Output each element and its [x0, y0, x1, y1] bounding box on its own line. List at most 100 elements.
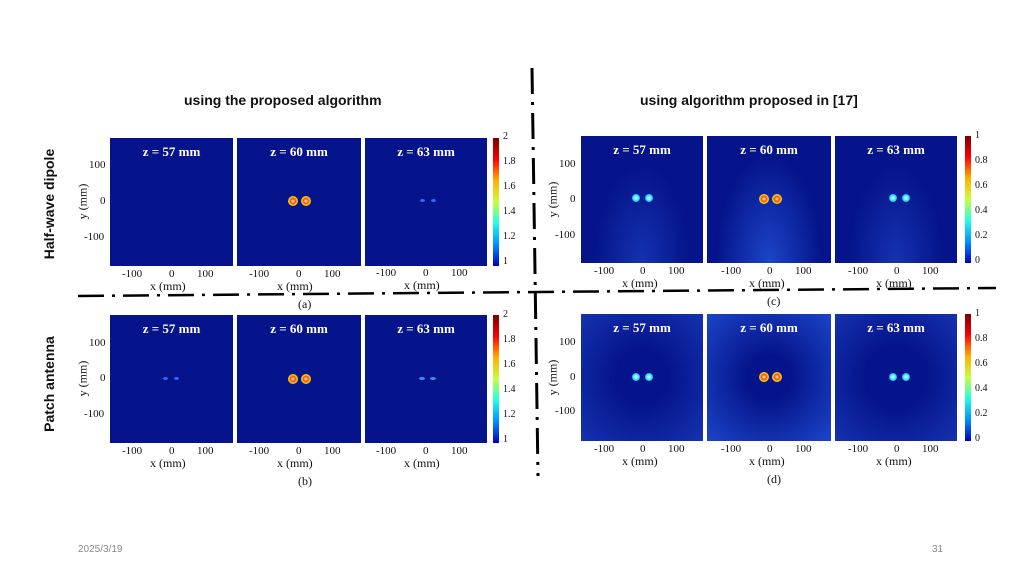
footer-date: 2025/3/19: [78, 544, 123, 555]
field-spot: [759, 372, 769, 382]
figure-caption: (d): [767, 472, 781, 486]
field-spot: [772, 194, 782, 204]
y-tick: 100: [89, 337, 106, 349]
x-tick: 0: [169, 445, 175, 457]
x-axis-label: x (mm): [277, 279, 313, 293]
colorbar-tick: 0.4: [975, 205, 988, 216]
field-spot: [902, 373, 910, 381]
colorbar-tick: 2: [503, 309, 508, 320]
field-spot: [288, 374, 298, 384]
field-spot: [889, 194, 897, 202]
panel-title: z = 57 mm: [613, 320, 671, 335]
x-tick: 100: [451, 267, 468, 279]
field-spot: [301, 196, 311, 206]
panel-title: z = 57 mm: [613, 142, 671, 157]
panel-title: z = 63 mm: [397, 321, 455, 336]
field-spot: [301, 374, 311, 384]
field-spot: [419, 377, 425, 380]
field-spot: [163, 377, 168, 380]
x-axis-label: x (mm): [749, 276, 785, 290]
colorbar-tick: 1.8: [503, 156, 516, 167]
y-tick: -100: [84, 408, 105, 420]
colorbar-tick: 1.6: [503, 359, 516, 370]
x-tick: 100: [795, 265, 812, 277]
colorbar-tick: 0.2: [975, 230, 988, 241]
x-tick: -100: [249, 445, 270, 457]
x-tick: 100: [324, 445, 341, 457]
y-tick: 0: [570, 371, 576, 383]
x-tick: 0: [296, 268, 302, 280]
x-tick: 100: [922, 265, 939, 277]
field-panel-b-z57: z = 57 mm: [110, 315, 233, 443]
field-spot: [430, 377, 436, 380]
x-tick: 0: [767, 443, 773, 455]
y-tick: -100: [555, 229, 576, 241]
x-tick: 0: [894, 443, 900, 455]
colorbar-tick: 1: [975, 308, 980, 319]
x-axis-label: x (mm): [277, 456, 313, 470]
x-tick: 100: [197, 445, 214, 457]
field-spot: [759, 194, 769, 204]
y-axis-label: y (mm): [545, 181, 560, 218]
field-spot: [902, 194, 910, 202]
x-axis-label: x (mm): [876, 454, 912, 468]
panel-title: z = 57 mm: [142, 144, 201, 159]
field-spot: [632, 194, 640, 202]
field-panel-b-z63: z = 63 mm: [365, 315, 487, 443]
panel-title: z = 63 mm: [867, 320, 925, 335]
panel-title: z = 60 mm: [270, 321, 328, 336]
x-tick: 100: [197, 268, 214, 280]
x-tick: 0: [423, 267, 429, 279]
colorbar-tick: 1.2: [503, 409, 516, 420]
x-tick: 100: [451, 445, 468, 457]
colorbar-tick: 0: [975, 255, 980, 266]
x-tick: 100: [668, 443, 685, 455]
x-tick: 0: [640, 443, 646, 455]
x-tick: 0: [894, 265, 900, 277]
field-panel-a-z60: z = 60 mm: [237, 138, 361, 266]
field-spot: [889, 373, 897, 381]
x-axis-label: x (mm): [622, 276, 658, 290]
field-spot: [645, 194, 653, 202]
colorbar-tick: 1.4: [503, 206, 516, 217]
panel-title: z = 63 mm: [867, 142, 925, 157]
x-tick: -100: [848, 443, 869, 455]
panel-title: z = 60 mm: [740, 320, 798, 335]
x-tick: -100: [122, 268, 143, 280]
column-title-left: using the proposed algorithm: [184, 92, 382, 108]
column-title-right: using algorithm proposed in [17]: [640, 92, 858, 108]
x-tick: -100: [721, 265, 742, 277]
x-axis-label: x (mm): [876, 276, 912, 290]
panel-title: z = 60 mm: [270, 144, 328, 159]
field-spot: [632, 373, 640, 381]
field-panel-d-z63: z = 63 mm: [835, 314, 957, 441]
x-axis-label: x (mm): [150, 279, 186, 293]
panel-title: z = 60 mm: [740, 142, 798, 157]
colorbar-tick: 1: [503, 256, 508, 267]
colorbar-tick: 1.2: [503, 231, 516, 242]
x-tick: 100: [668, 265, 685, 277]
field-spot: [772, 372, 782, 382]
colorbar-tick: 1: [975, 130, 980, 141]
x-tick: 0: [296, 445, 302, 457]
figure-caption: (a): [298, 297, 312, 311]
colorbar-tick: 0.8: [975, 155, 988, 166]
colorbar-tick: 0: [975, 433, 980, 444]
x-tick: -100: [376, 267, 397, 279]
colorbar-tick: 0.2: [975, 408, 988, 419]
x-tick: -100: [594, 265, 615, 277]
y-tick: -100: [84, 231, 105, 243]
x-tick: 100: [324, 268, 341, 280]
colorbar: [965, 314, 971, 441]
field-panel-b-z60: z = 60 mm: [237, 315, 361, 443]
figure-caption: (b): [298, 474, 312, 488]
y-tick: 100: [559, 158, 576, 170]
colorbar: [493, 138, 499, 266]
field-panel-c-z60: z = 60 mm: [707, 136, 831, 263]
x-tick: 0: [767, 265, 773, 277]
y-axis-label: y (mm): [545, 359, 560, 396]
colorbar-tick: 1.6: [503, 181, 516, 192]
field-panel-c-z57: z = 57 mm: [581, 136, 703, 263]
x-tick: 0: [423, 445, 429, 457]
y-axis-label: y (mm): [75, 360, 90, 397]
